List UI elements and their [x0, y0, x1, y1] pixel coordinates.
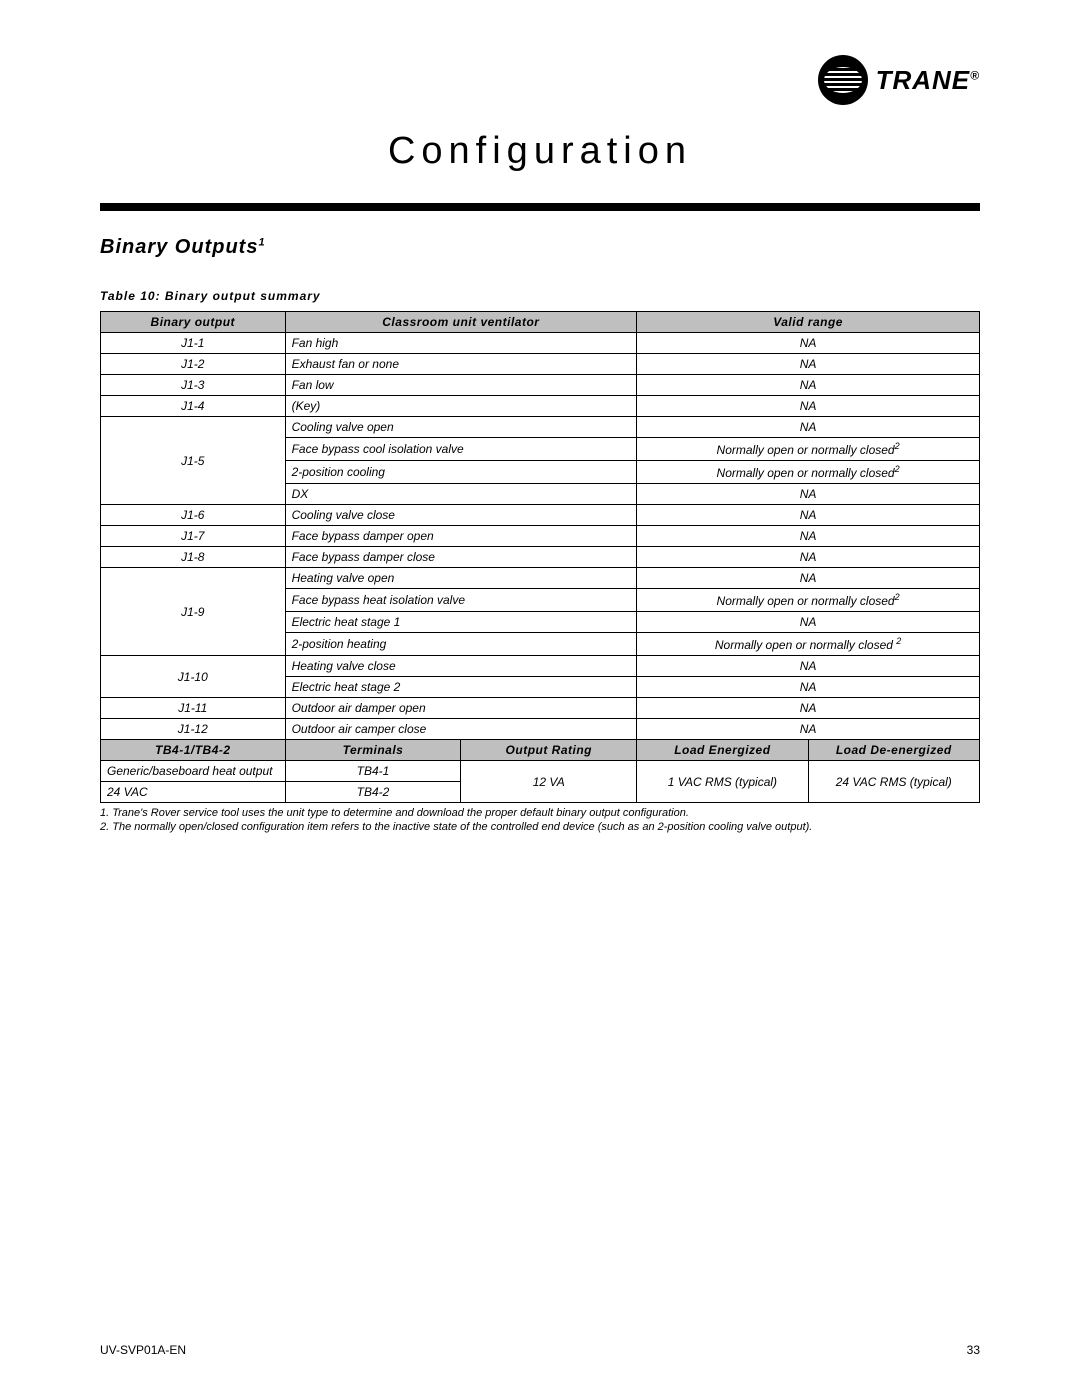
th-tb4: TB4-1/TB4-2 [101, 740, 286, 761]
footer-doc-id: UV-SVP01A-EN [100, 1343, 186, 1357]
cell: 24 VAC RMS (typical) [808, 761, 979, 803]
cell-classroom: Face bypass heat isolation valve [285, 589, 637, 612]
page-title: Configuration [100, 130, 980, 173]
table-row: J1-1Fan highNA [101, 333, 980, 354]
cell-classroom: Outdoor air damper open [285, 698, 637, 719]
table-row: J1-9Heating valve openNA [101, 568, 980, 589]
cell-range: NA [637, 333, 980, 354]
th-classroom: Classroom unit ventilator [285, 312, 637, 333]
cell-output: J1-6 [101, 505, 286, 526]
cell-classroom: Exhaust fan or none [285, 354, 637, 375]
cell-classroom: Heating valve close [285, 656, 637, 677]
table-row: J1-12Outdoor air camper closeNA [101, 719, 980, 740]
cell-output: J1-9 [101, 568, 286, 656]
cell-range: Normally open or normally closed2 [637, 589, 980, 612]
cell-range: NA [637, 354, 980, 375]
table-row: J1-3Fan lowNA [101, 375, 980, 396]
cell-classroom: Face bypass damper open [285, 526, 637, 547]
table-row: J1-5Cooling valve openNA [101, 417, 980, 438]
cell-range: NA [637, 417, 980, 438]
cell-classroom: DX [285, 484, 637, 505]
th-binary-output: Binary output [101, 312, 286, 333]
cell-range: Normally open or normally closed2 [637, 438, 980, 461]
cell-output: J1-1 [101, 333, 286, 354]
cell: 12 VA [461, 761, 637, 803]
table-row: J1-4(Key)NA [101, 396, 980, 417]
th-valid-range: Valid range [637, 312, 980, 333]
cell-range: NA [637, 656, 980, 677]
cell-classroom: Cooling valve close [285, 505, 637, 526]
table-caption: Table 10: Binary output summary [100, 289, 980, 303]
footnotes: 1. Trane's Rover service tool uses the u… [100, 807, 980, 835]
page-footer: UV-SVP01A-EN 33 [100, 1343, 980, 1357]
table-row: J1-6Cooling valve closeNA [101, 505, 980, 526]
section-title: Binary Outputs1 [100, 236, 980, 259]
cell-output: J1-5 [101, 417, 286, 505]
table-row: J1-10Heating valve closeNA [101, 656, 980, 677]
footnote-line: 1. Trane's Rover service tool uses the u… [100, 807, 980, 821]
cell: 24 VAC [101, 782, 286, 803]
cell-range: NA [637, 719, 980, 740]
cell-output: J1-7 [101, 526, 286, 547]
footer-page-number: 33 [967, 1343, 980, 1357]
cell-output: J1-8 [101, 547, 286, 568]
cell-classroom: Heating valve open [285, 568, 637, 589]
cell-range: NA [637, 547, 980, 568]
cell-output: J1-3 [101, 375, 286, 396]
cell-classroom: (Key) [285, 396, 637, 417]
cell-classroom: 2-position cooling [285, 461, 637, 484]
footnote-line: 2. The normally open/closed configuratio… [100, 821, 980, 835]
brand-logo: TRANE® [818, 55, 980, 105]
cell-classroom: Cooling valve open [285, 417, 637, 438]
cell-range: NA [637, 526, 980, 547]
cell-output: J1-12 [101, 719, 286, 740]
th-terminals: Terminals [285, 740, 461, 761]
th-output-rating: Output Rating [461, 740, 637, 761]
brand-name: TRANE® [876, 65, 980, 96]
cell-range: NA [637, 396, 980, 417]
table-row: J1-11Outdoor air damper openNA [101, 698, 980, 719]
th-load-deenergized: Load De-energized [808, 740, 979, 761]
cell-classroom: Fan low [285, 375, 637, 396]
cell: 1 VAC RMS (typical) [637, 761, 808, 803]
cell: TB4-1 [285, 761, 461, 782]
cell-classroom: Electric heat stage 1 [285, 612, 637, 633]
cell-classroom: 2-position heating [285, 633, 637, 656]
table-row: J1-7Face bypass damper openNA [101, 526, 980, 547]
cell-range: Normally open or normally closed 2 [637, 633, 980, 656]
divider [100, 203, 980, 211]
cell-classroom: Face bypass cool isolation valve [285, 438, 637, 461]
cell-range: NA [637, 375, 980, 396]
cell-classroom: Outdoor air camper close [285, 719, 637, 740]
table-row: J1-8Face bypass damper closeNA [101, 547, 980, 568]
cell-output: J1-10 [101, 656, 286, 698]
cell-classroom: Face bypass damper close [285, 547, 637, 568]
cell-output: J1-2 [101, 354, 286, 375]
cell: Generic/baseboard heat output [101, 761, 286, 782]
cell: TB4-2 [285, 782, 461, 803]
cell-range: NA [637, 612, 980, 633]
binary-output-table: Binary outputClassroom unit ventilatorVa… [100, 311, 980, 803]
cell-range: NA [637, 677, 980, 698]
cell-range: NA [637, 484, 980, 505]
cell-output: J1-11 [101, 698, 286, 719]
table-row: J1-2Exhaust fan or noneNA [101, 354, 980, 375]
cell-range: NA [637, 698, 980, 719]
cell-classroom: Fan high [285, 333, 637, 354]
cell-range: Normally open or normally closed2 [637, 461, 980, 484]
cell-classroom: Electric heat stage 2 [285, 677, 637, 698]
table-row: Generic/baseboard heat outputTB4-112 VA1… [101, 761, 980, 782]
cell-output: J1-4 [101, 396, 286, 417]
th-load-energized: Load Energized [637, 740, 808, 761]
cell-range: NA [637, 505, 980, 526]
cell-range: NA [637, 568, 980, 589]
brand-logo-icon [818, 55, 868, 105]
